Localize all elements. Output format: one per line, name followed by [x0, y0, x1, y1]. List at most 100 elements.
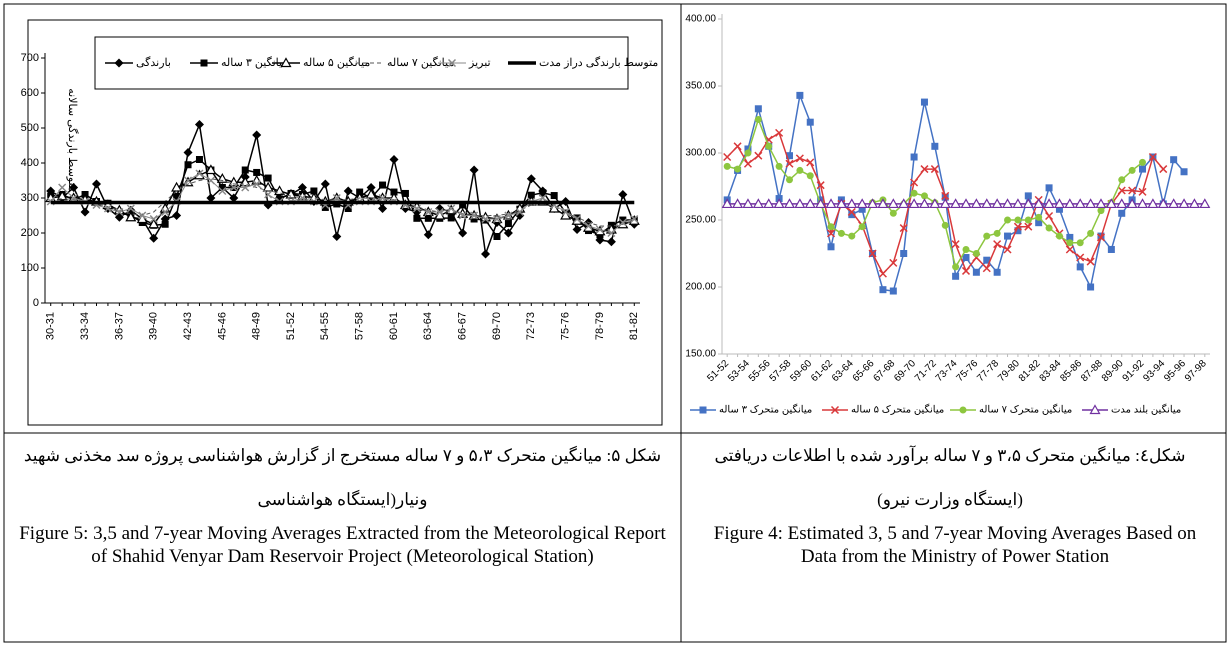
x-tick-label: 75-76	[560, 312, 572, 340]
x-tick-label: 97-98	[1183, 358, 1209, 384]
marker	[138, 211, 147, 220]
marker	[773, 198, 785, 209]
legend-label: میانگین ۵ ساله	[303, 56, 370, 69]
marker	[298, 193, 307, 203]
y-tick-label: 100	[21, 262, 39, 274]
marker	[1199, 198, 1211, 209]
marker	[1014, 227, 1022, 235]
caption-persian: شکل٤: میانگین متحرک ۳،۵ و ۷ ساله برآورد …	[714, 446, 1186, 509]
x-tick-label: 60-61	[388, 312, 400, 340]
marker	[950, 198, 962, 209]
marker	[877, 198, 889, 209]
marker	[493, 233, 501, 240]
x-tick-label: 69-70	[491, 312, 503, 340]
y-tick-label: 250.00	[685, 215, 716, 226]
marker	[721, 198, 733, 209]
marker	[910, 189, 918, 197]
marker	[733, 142, 742, 151]
marker	[1128, 186, 1137, 195]
marker	[241, 166, 249, 174]
marker	[148, 218, 160, 229]
legend-label: میانگین ۳ ساله	[221, 56, 288, 69]
marker	[332, 232, 342, 241]
marker	[795, 154, 804, 163]
marker	[1045, 224, 1053, 232]
marker	[827, 243, 835, 251]
legend-label: متوسط بارندگی دراز مدت	[539, 56, 658, 69]
marker	[868, 249, 877, 258]
marker	[550, 192, 558, 200]
marker	[458, 211, 467, 220]
marker	[1014, 216, 1022, 224]
marker	[618, 190, 628, 199]
x-tick-label: 36-37	[113, 312, 125, 340]
marker	[1024, 222, 1033, 231]
marker	[149, 233, 159, 243]
marker	[785, 159, 794, 168]
marker	[515, 207, 524, 217]
marker	[952, 272, 960, 280]
marker	[1126, 198, 1138, 209]
legend-label: میانگین متحرک ۵ ساله	[851, 404, 944, 416]
x-tick-label: 51-52	[705, 358, 731, 384]
legend-marker	[447, 58, 457, 68]
legend-marker	[114, 58, 124, 68]
marker	[344, 205, 352, 212]
marker	[900, 250, 908, 257]
marker	[1107, 245, 1115, 253]
marker	[1065, 245, 1074, 254]
marker	[206, 193, 216, 203]
marker	[241, 183, 250, 192]
y-tick-label: 400	[21, 157, 39, 169]
x-tick-label: 77-78	[975, 358, 1001, 384]
marker	[458, 228, 468, 238]
marker	[754, 116, 762, 123]
caption-english: Figure 4: Estimated 3, 5 and 7-year Movi…	[713, 523, 1197, 567]
x-tick-label: 59-60	[788, 358, 814, 384]
marker	[847, 207, 856, 216]
marker	[1087, 283, 1095, 291]
x-tick-label: 95-96	[1162, 358, 1188, 384]
marker	[826, 229, 836, 238]
marker	[253, 168, 261, 176]
marker	[1024, 192, 1032, 200]
marker	[920, 192, 928, 200]
x-tick-label: 63-64	[422, 312, 434, 340]
marker	[806, 118, 814, 126]
marker	[205, 164, 217, 175]
series-line	[50, 158, 635, 238]
marker	[469, 165, 479, 175]
marker	[806, 158, 815, 167]
marker	[743, 159, 752, 168]
marker	[1147, 198, 1159, 209]
marker	[276, 195, 284, 203]
marker	[435, 207, 444, 217]
marker	[775, 128, 784, 137]
marker	[794, 198, 806, 209]
marker	[195, 156, 203, 163]
marker	[993, 268, 1001, 276]
marker	[1012, 198, 1024, 209]
marker	[413, 214, 421, 222]
marker	[606, 237, 616, 247]
marker	[412, 204, 421, 213]
x-tick-label: 78-79	[594, 312, 606, 340]
marker	[983, 256, 991, 264]
marker	[783, 198, 796, 209]
marker	[931, 142, 939, 150]
marker	[825, 198, 837, 209]
y-tick-label: 500	[21, 122, 39, 134]
y-tick-label: 300.00	[685, 148, 716, 159]
marker	[991, 198, 1003, 209]
marker	[618, 218, 627, 227]
marker	[447, 204, 456, 213]
x-tick-label: 55-56	[747, 358, 773, 384]
marker	[930, 165, 939, 174]
marker	[1086, 257, 1095, 266]
marker	[983, 232, 991, 240]
marker	[827, 223, 835, 231]
marker	[1066, 233, 1074, 241]
marker	[356, 188, 364, 196]
marker	[252, 179, 261, 189]
x-tick-label: 89-90	[1100, 358, 1126, 384]
